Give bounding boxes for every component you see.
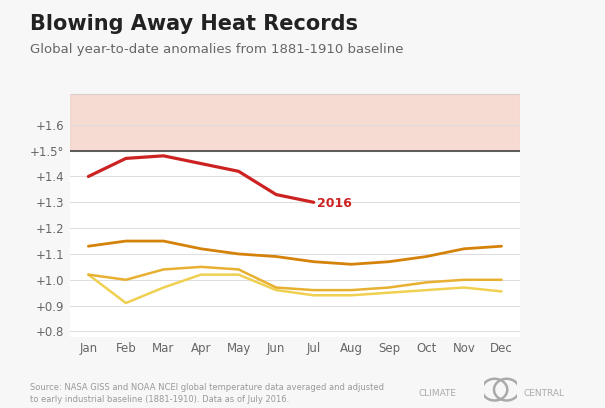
Text: CENTRAL: CENTRAL	[523, 389, 564, 398]
Text: CLIMATE: CLIMATE	[419, 389, 457, 398]
Text: Global year-to-date anomalies from 1881-1910 baseline: Global year-to-date anomalies from 1881-…	[30, 43, 404, 56]
Bar	[70, 94, 520, 151]
Text: Blowing Away Heat Records: Blowing Away Heat Records	[30, 14, 358, 34]
Text: Source: NASA GISS and NOAA NCEI global temperature data averaged and adjusted
to: Source: NASA GISS and NOAA NCEI global t…	[30, 383, 384, 404]
Text: 2016: 2016	[318, 197, 352, 210]
